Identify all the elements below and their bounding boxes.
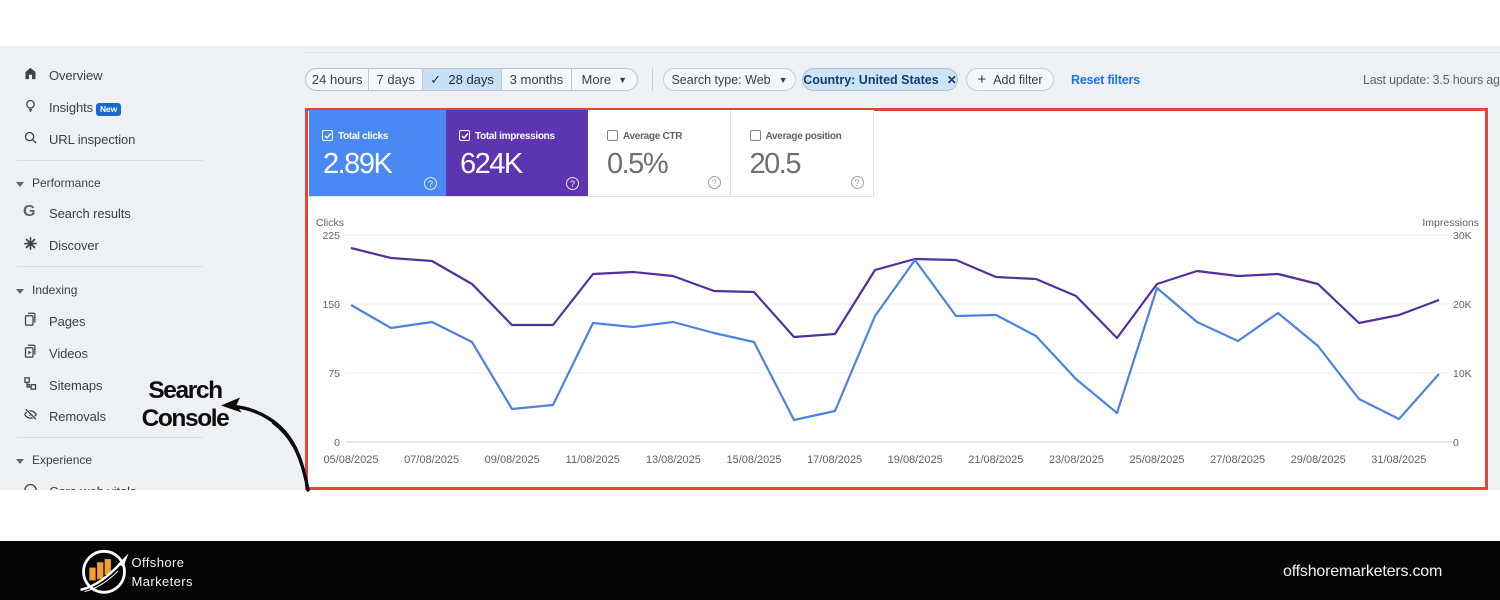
svg-text:23/08/2025: 23/08/2025	[1049, 454, 1104, 466]
svg-text:0: 0	[1453, 437, 1459, 449]
svg-text:25/08/2025: 25/08/2025	[1129, 454, 1184, 466]
svg-text:29/08/2025: 29/08/2025	[1291, 454, 1346, 466]
svg-text:13/08/2025: 13/08/2025	[646, 454, 701, 466]
svg-text:31/08/2025: 31/08/2025	[1371, 454, 1426, 466]
svg-text:0: 0	[334, 437, 340, 449]
svg-text:225: 225	[322, 230, 340, 242]
svg-text:Clicks: Clicks	[316, 217, 344, 229]
svg-text:27/08/2025: 27/08/2025	[1210, 454, 1265, 466]
svg-text:07/08/2025: 07/08/2025	[404, 454, 459, 466]
svg-text:Impressions: Impressions	[1422, 217, 1479, 229]
svg-text:15/08/2025: 15/08/2025	[726, 454, 781, 466]
svg-text:19/08/2025: 19/08/2025	[888, 454, 943, 466]
svg-text:20K: 20K	[1453, 299, 1472, 311]
svg-text:21/08/2025: 21/08/2025	[968, 454, 1023, 466]
svg-text:75: 75	[328, 368, 340, 380]
svg-text:09/08/2025: 09/08/2025	[485, 454, 540, 466]
svg-text:05/08/2025: 05/08/2025	[323, 454, 378, 466]
svg-text:17/08/2025: 17/08/2025	[807, 454, 862, 466]
svg-text:30K: 30K	[1453, 230, 1472, 242]
svg-text:11/08/2025: 11/08/2025	[566, 454, 620, 466]
svg-text:10K: 10K	[1453, 368, 1472, 380]
svg-text:150: 150	[322, 299, 340, 311]
